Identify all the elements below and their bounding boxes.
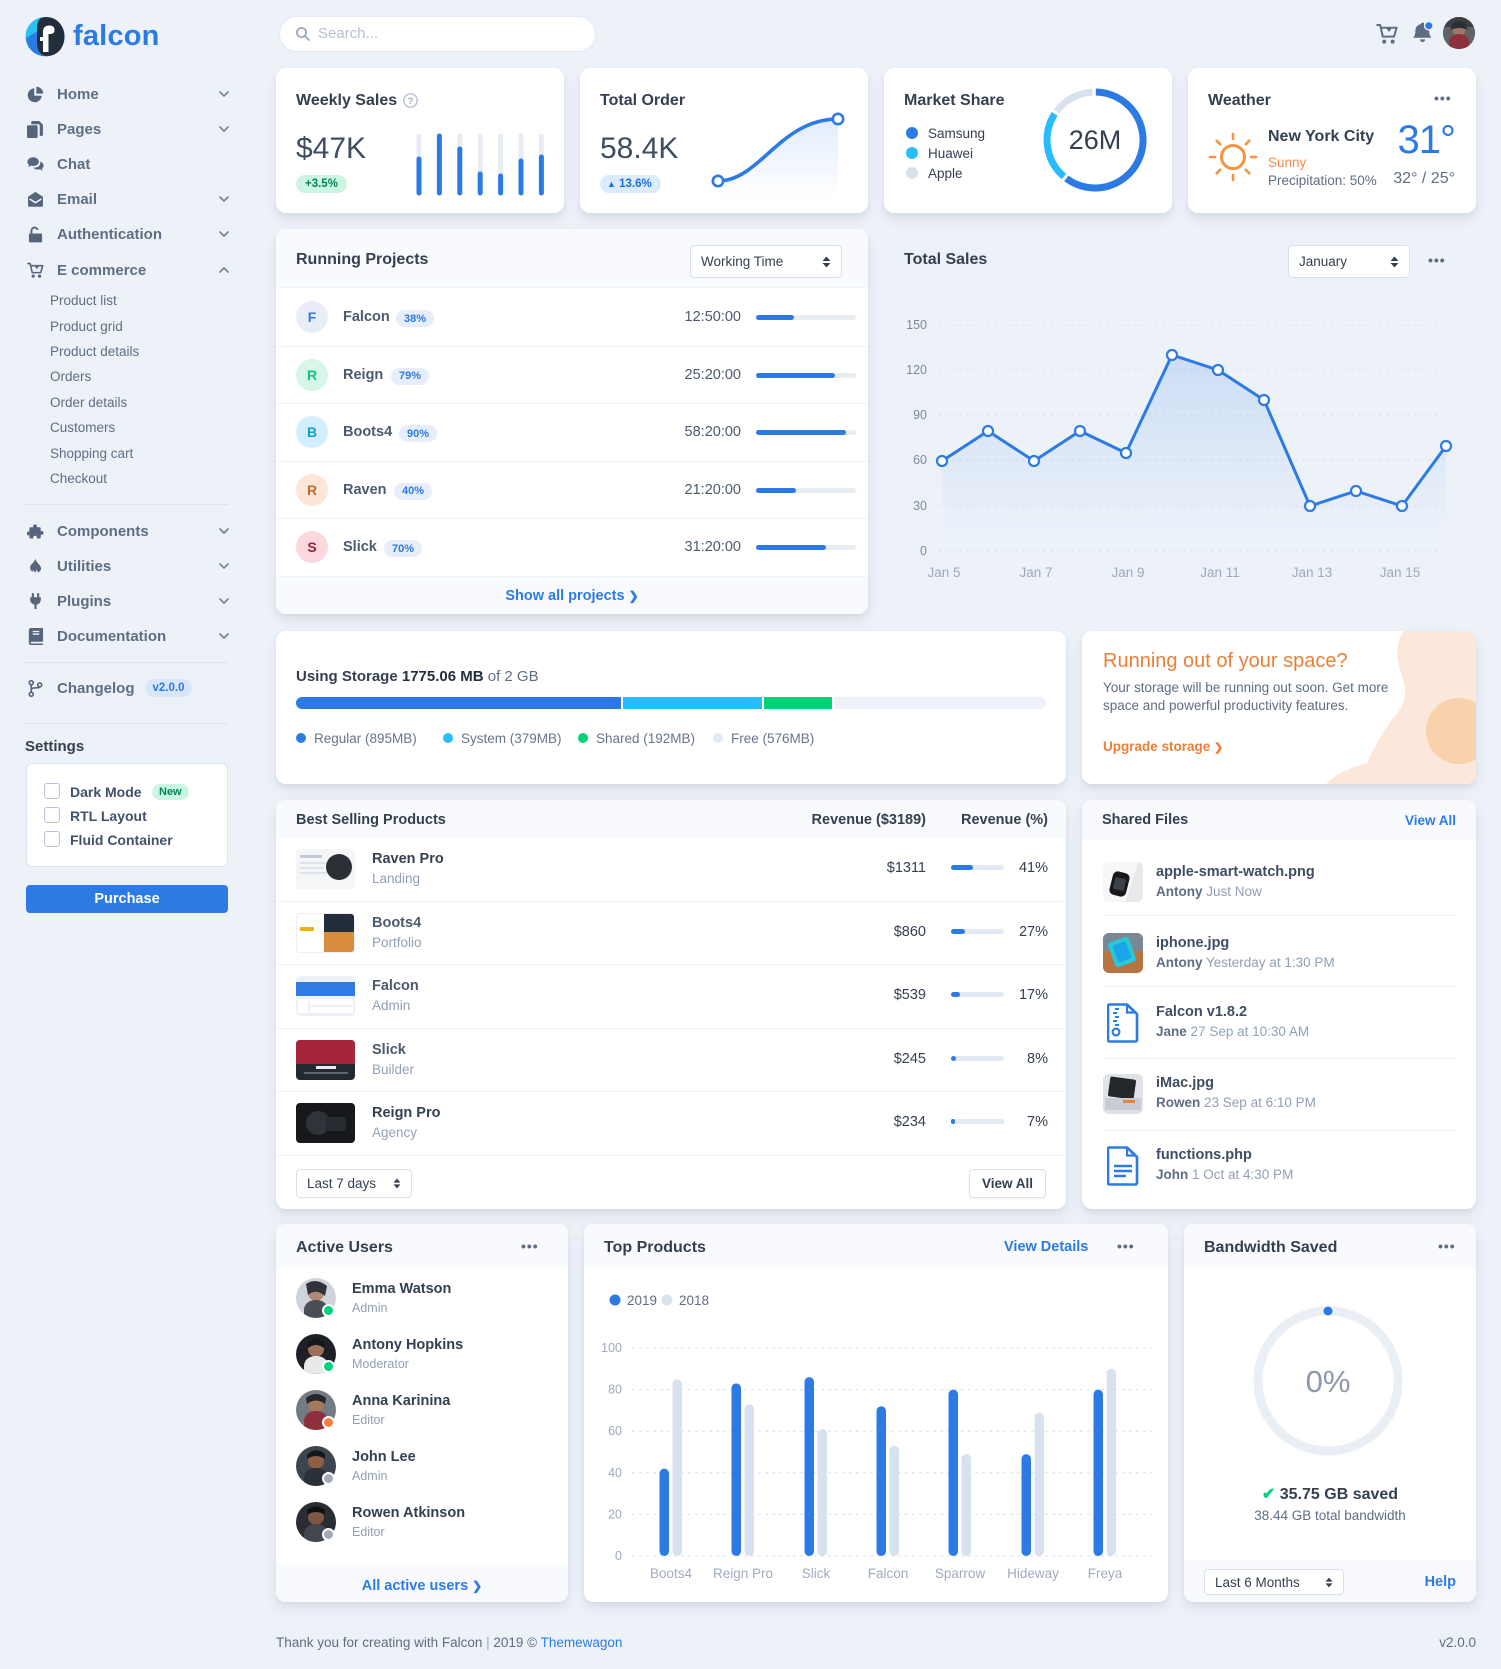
svg-text:30: 30 — [913, 499, 927, 513]
svg-text:Jan 13: Jan 13 — [1292, 565, 1333, 580]
svg-text:Jan 11: Jan 11 — [1200, 565, 1240, 580]
svg-text:90: 90 — [913, 408, 927, 422]
svg-text:Hideway: Hideway — [1007, 1566, 1059, 1581]
svg-text:120: 120 — [906, 363, 927, 377]
svg-text:26M: 26M — [1069, 125, 1122, 155]
svg-text:40: 40 — [608, 1466, 622, 1480]
svg-text:Freya: Freya — [1088, 1566, 1123, 1581]
svg-text:Jan 7: Jan 7 — [1019, 565, 1052, 580]
svg-text:150: 150 — [906, 318, 927, 332]
svg-text:0%: 0% — [1306, 1364, 1351, 1399]
svg-text:60: 60 — [608, 1424, 622, 1438]
svg-text:Jan 9: Jan 9 — [1111, 565, 1144, 580]
svg-text:?: ? — [408, 96, 414, 107]
svg-text:Jan 5: Jan 5 — [927, 565, 960, 580]
svg-text:Boots4: Boots4 — [650, 1566, 693, 1581]
svg-text:Sparrow: Sparrow — [935, 1566, 986, 1581]
svg-text:80: 80 — [608, 1383, 622, 1397]
svg-text:0: 0 — [615, 1549, 622, 1563]
svg-text:60: 60 — [913, 453, 927, 467]
svg-text:Jan 15: Jan 15 — [1380, 565, 1421, 580]
svg-text:2018: 2018 — [679, 1293, 709, 1308]
svg-text:Falcon: Falcon — [868, 1566, 909, 1581]
svg-text:100: 100 — [601, 1341, 622, 1355]
svg-text:20: 20 — [608, 1507, 622, 1521]
svg-text:2019: 2019 — [627, 1293, 657, 1308]
svg-text:Slick: Slick — [802, 1566, 831, 1581]
svg-text:Reign Pro: Reign Pro — [713, 1566, 773, 1581]
svg-text:0: 0 — [920, 544, 927, 558]
